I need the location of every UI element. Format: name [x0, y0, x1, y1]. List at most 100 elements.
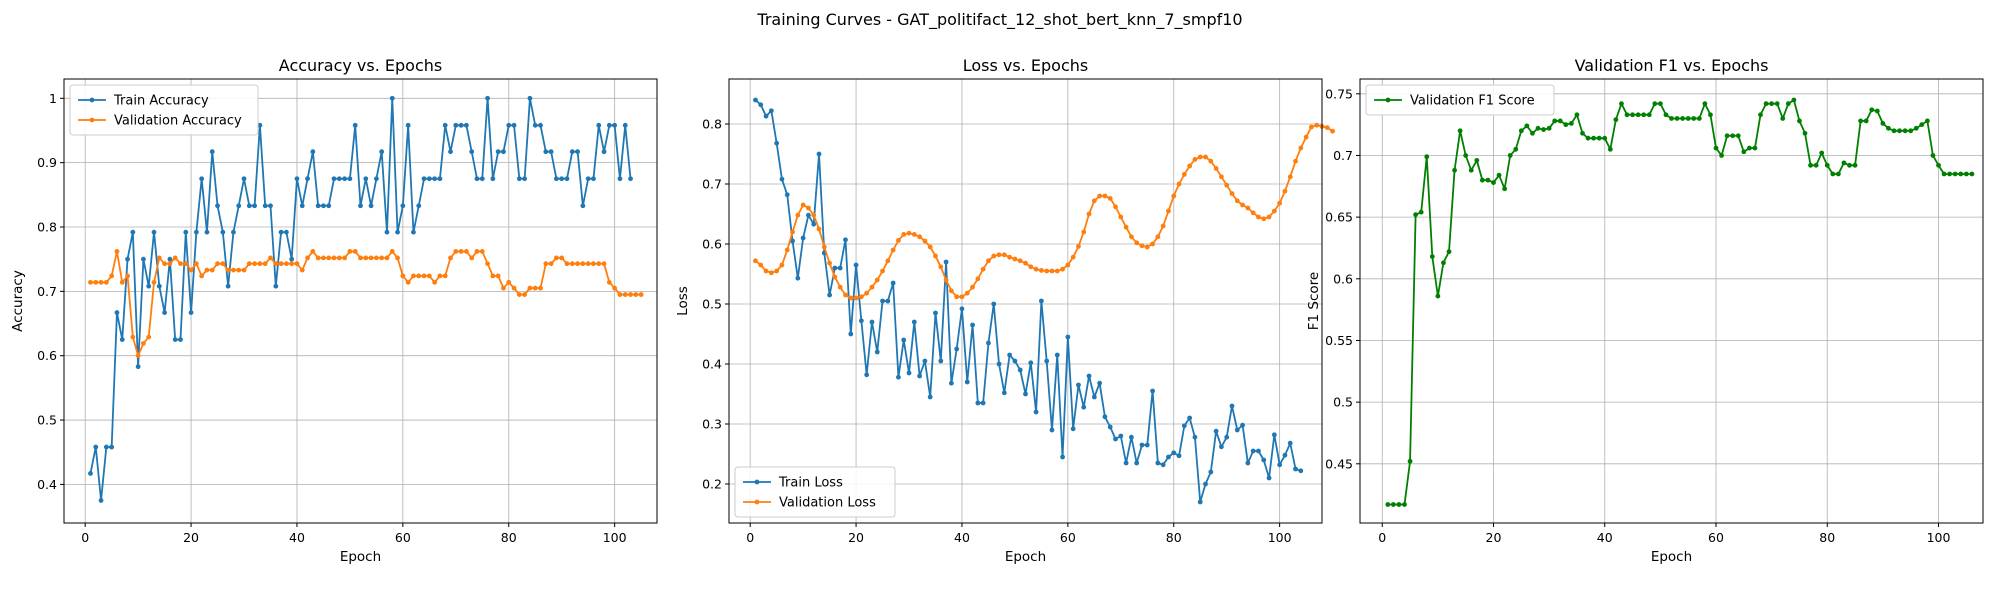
- data-point: [1513, 146, 1519, 152]
- data-point: [236, 203, 242, 209]
- data-point: [501, 285, 506, 291]
- data-point: [305, 176, 310, 182]
- y-tick-label: 0.9: [37, 155, 57, 170]
- y-tick-label: 0.2: [702, 477, 722, 492]
- data-point: [1541, 127, 1546, 132]
- data-point: [1619, 101, 1624, 107]
- data-point: [906, 370, 912, 376]
- subplot-3: 0 20 40 60 80 100 0.45 0.5 0.55 0.6 0.65 0.7 0.75 Val…: [1306, 56, 1984, 565]
- data-point: [1479, 177, 1485, 183]
- x-tick-label: 60: [395, 530, 411, 545]
- data-point: [1702, 101, 1708, 107]
- data-point: [569, 149, 575, 155]
- data-point: [1452, 167, 1457, 173]
- data-point: [1708, 112, 1713, 118]
- series-2: [753, 122, 1335, 301]
- subplot-title: Validation F1 vs. Epochs: [1575, 56, 1769, 75]
- data-point: [564, 261, 570, 267]
- data-point: [869, 319, 875, 325]
- data-point: [257, 122, 263, 128]
- data-point: [633, 292, 639, 297]
- data-point: [1908, 128, 1914, 134]
- data-point: [252, 203, 258, 209]
- data-point: [774, 268, 780, 274]
- data-point: [1166, 454, 1171, 460]
- data-point: [1730, 133, 1736, 139]
- data-point: [1065, 262, 1071, 268]
- data-point: [246, 203, 252, 209]
- data-point: [959, 294, 965, 300]
- data-point: [400, 203, 406, 209]
- data-point: [1535, 125, 1541, 131]
- data-point: [411, 229, 416, 235]
- data-point: [405, 279, 411, 285]
- data-point: [1171, 193, 1177, 199]
- data-point: [1224, 434, 1230, 440]
- data-point: [543, 261, 549, 267]
- data-point: [1139, 442, 1145, 448]
- data-point: [832, 265, 838, 271]
- data-point: [231, 229, 236, 235]
- data-point: [183, 229, 189, 235]
- data-point: [1070, 426, 1076, 432]
- data-point: [1028, 360, 1034, 366]
- data-point: [426, 176, 432, 182]
- data-point: [289, 256, 295, 262]
- data-point: [617, 176, 623, 182]
- data-point: [1958, 171, 1964, 177]
- x-tick-label: 0: [1378, 530, 1386, 545]
- data-point: [906, 230, 912, 236]
- data-point: [283, 261, 289, 267]
- x-tick-label: 20: [848, 530, 864, 545]
- data-point: [1282, 452, 1288, 458]
- legend-label: Train Loss: [778, 476, 843, 491]
- data-point: [548, 149, 554, 155]
- data-point: [1897, 128, 1902, 134]
- data-point: [1245, 460, 1251, 466]
- data-point: [1208, 158, 1214, 164]
- data-point: [1023, 391, 1028, 397]
- data-point: [273, 261, 279, 267]
- data-point: [617, 292, 623, 297]
- data-point: [294, 176, 300, 182]
- data-point: [1012, 358, 1018, 364]
- data-point: [1930, 153, 1936, 158]
- data-point: [241, 176, 247, 182]
- data-point: [294, 261, 300, 267]
- y-tick-label: 0.6: [37, 348, 57, 363]
- data-point: [178, 337, 183, 343]
- data-point: [1457, 128, 1463, 134]
- data-point: [1150, 241, 1155, 247]
- data-point: [948, 288, 954, 294]
- data-point: [885, 258, 891, 264]
- data-point: [1463, 153, 1469, 158]
- data-point: [215, 203, 220, 209]
- data-point: [1518, 128, 1524, 134]
- data-point: [1746, 145, 1752, 151]
- data-point: [220, 229, 226, 235]
- data-point: [1076, 244, 1081, 249]
- data-point: [1219, 174, 1224, 180]
- data-point: [1418, 209, 1424, 215]
- data-point: [638, 292, 644, 297]
- data-point: [204, 267, 210, 273]
- data-point: [591, 261, 596, 267]
- legend-box: [69, 84, 259, 136]
- data-point: [628, 176, 633, 182]
- y-tick-label: 0.6: [1333, 271, 1353, 286]
- data-point: [1969, 171, 1975, 177]
- y-tick-label: 0.5: [1333, 395, 1353, 410]
- data-point: [1176, 453, 1182, 459]
- series-1: [753, 97, 1304, 505]
- data-point: [1396, 502, 1402, 507]
- data-point: [991, 301, 997, 307]
- data-point: [1429, 254, 1435, 259]
- data-point: [268, 203, 273, 209]
- data-point: [1086, 373, 1092, 379]
- data-point: [1685, 116, 1691, 121]
- data-point: [795, 275, 801, 281]
- data-point: [342, 255, 348, 261]
- data-point: [795, 212, 801, 218]
- data-point: [538, 285, 543, 291]
- data-point: [580, 203, 586, 209]
